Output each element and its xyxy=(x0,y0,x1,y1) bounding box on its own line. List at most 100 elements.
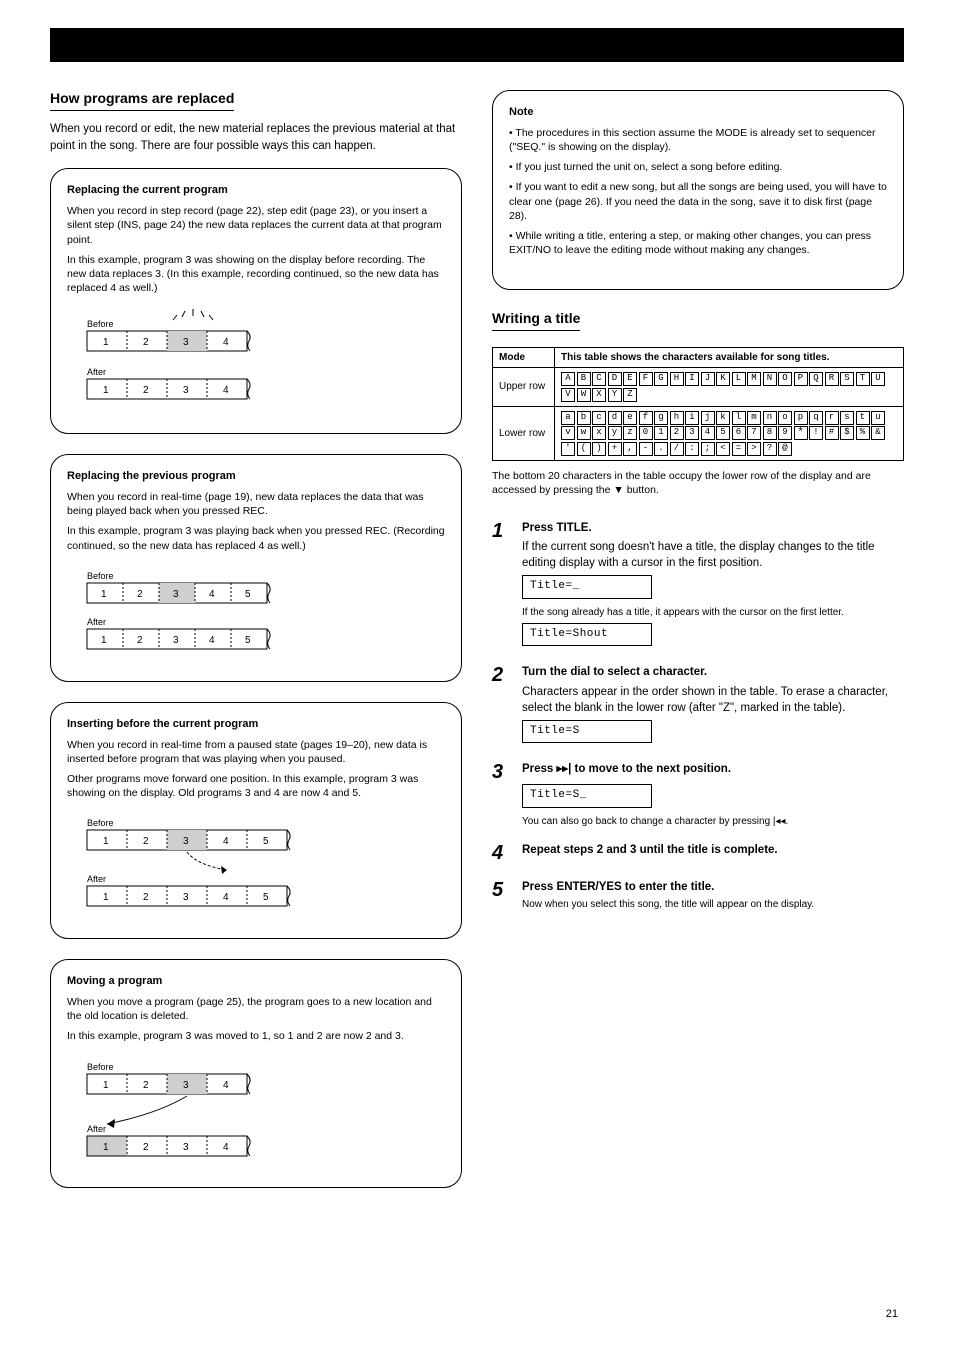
svg-text:1: 1 xyxy=(103,892,109,903)
char-box: 5 xyxy=(716,426,730,440)
char-box: Y xyxy=(608,388,622,402)
svg-text:1: 1 xyxy=(103,1142,109,1153)
program-strip-diagram: Before 12 34 5 After xyxy=(67,810,445,920)
lcd-display: Title=Shout xyxy=(522,623,652,646)
note-line: • If you want to edit a new song, but al… xyxy=(509,180,887,223)
program-strip-diagram: Before 1 2 3 4 After xyxy=(67,305,445,415)
svg-text:2: 2 xyxy=(143,892,149,903)
svg-text:4: 4 xyxy=(223,892,229,903)
step-body: Press TITLE. If the current song doesn't … xyxy=(522,520,904,651)
char-box: a xyxy=(561,411,575,425)
char-box: X xyxy=(592,388,606,402)
svg-text:1: 1 xyxy=(103,836,109,847)
panel-body: When you record in real-time (page 19), … xyxy=(67,490,445,518)
step-body: Turn the dial to select a character.Char… xyxy=(522,664,904,747)
svg-text:3: 3 xyxy=(183,337,189,348)
char-box: I xyxy=(685,372,699,386)
char-box: p xyxy=(794,411,808,425)
steps-list: 1Press TITLE.If the current song doesn't… xyxy=(492,520,904,912)
char-box: 9 xyxy=(778,426,792,440)
svg-text:3: 3 xyxy=(173,635,179,646)
char-box: ; xyxy=(701,442,715,456)
char-box: t xyxy=(856,411,870,425)
program-strip-diagram: Before 12 34 5 After xyxy=(67,563,445,663)
left-column: How programs are replaced When you recor… xyxy=(50,90,462,1208)
char-box: 7 xyxy=(747,426,761,440)
step-text: If the current song doesn't have a title… xyxy=(522,539,904,571)
char-box: w xyxy=(577,426,591,440)
svg-text:3: 3 xyxy=(183,836,189,847)
svg-text:3: 3 xyxy=(183,1080,189,1091)
char-box: 6 xyxy=(732,426,746,440)
svg-text:4: 4 xyxy=(223,1080,229,1091)
svg-text:3: 3 xyxy=(183,1142,189,1153)
char-box: K xyxy=(716,372,730,386)
char-box: f xyxy=(639,411,653,425)
lcd-display: Title=S_ xyxy=(522,784,652,807)
svg-text:4: 4 xyxy=(209,635,215,646)
char-box: * xyxy=(794,426,808,440)
svg-text:After: After xyxy=(87,1124,106,1134)
svg-text:Before: Before xyxy=(87,1062,114,1072)
panel-body: When you move a program (page 25), the p… xyxy=(67,995,445,1023)
char-box: j xyxy=(701,411,715,425)
char-box: 1 xyxy=(654,426,668,440)
svg-text:4: 4 xyxy=(223,385,229,396)
char-box: 2 xyxy=(670,426,684,440)
panel-body: In this example, program 3 was playing b… xyxy=(67,524,445,552)
svg-text:2: 2 xyxy=(143,385,149,396)
char-box: M xyxy=(747,372,761,386)
panel-insert-before: Inserting before the current program Whe… xyxy=(50,702,462,940)
char-box: x xyxy=(592,426,606,440)
note-title: Note xyxy=(509,105,887,120)
lcd-display: Title=S xyxy=(522,720,652,743)
char-box: > xyxy=(747,442,761,456)
note-panel: Note • The procedures in this section as… xyxy=(492,90,904,290)
char-box: i xyxy=(685,411,699,425)
char-box: ? xyxy=(763,442,777,456)
lcd-display: Title=_ xyxy=(522,575,652,598)
char-box: @ xyxy=(778,442,792,456)
right-column: Note • The procedures in this section as… xyxy=(492,90,904,1208)
char-box: k xyxy=(716,411,730,425)
step-text: Characters appear in the order shown in … xyxy=(522,684,904,716)
svg-text:3: 3 xyxy=(173,589,179,600)
char-box: b xyxy=(577,411,591,425)
char-box: U xyxy=(871,372,885,386)
char-box: ! xyxy=(809,426,823,440)
svg-text:2: 2 xyxy=(143,1142,149,1153)
char-box: ) xyxy=(592,442,606,456)
char-box: o xyxy=(778,411,792,425)
char-box: - xyxy=(639,442,653,456)
char-box: N xyxy=(763,372,777,386)
svg-text:1: 1 xyxy=(103,1080,109,1091)
program-strip-diagram: Before 1 2 3 4 After xyxy=(67,1054,445,1169)
step-number: 3 xyxy=(492,761,512,828)
svg-text:After: After xyxy=(87,617,106,627)
step-subtext: If the song already has a title, it appe… xyxy=(522,606,904,620)
char-box: T xyxy=(856,372,870,386)
svg-text:3: 3 xyxy=(183,385,189,396)
char-box: & xyxy=(871,426,885,440)
svg-text:2: 2 xyxy=(143,1080,149,1091)
panel-body: Other programs move forward one position… xyxy=(67,772,445,800)
svg-text:2: 2 xyxy=(137,635,143,646)
char-box: s xyxy=(840,411,854,425)
table-footnote: The bottom 20 characters in the table oc… xyxy=(492,469,904,498)
step-title: Press TITLE. xyxy=(522,520,904,536)
step-number: 2 xyxy=(492,664,512,747)
table-row-label: Lower row xyxy=(493,406,555,460)
svg-text:2: 2 xyxy=(137,589,143,600)
table-row-chars: ABCDEFGHIJKLMNOPQRSTUVWXYZ xyxy=(555,368,904,407)
step-number: 5 xyxy=(492,879,512,912)
char-box: O xyxy=(778,372,792,386)
step-title: Repeat steps 2 and 3 until the title is … xyxy=(522,842,904,858)
char-box: A xyxy=(561,372,575,386)
left-section-title: How programs are replaced xyxy=(50,90,234,111)
char-box: y xyxy=(608,426,622,440)
char-box: D xyxy=(608,372,622,386)
char-box: P xyxy=(794,372,808,386)
svg-text:Before: Before xyxy=(87,319,114,329)
char-box: u xyxy=(871,411,885,425)
header-bar xyxy=(50,28,904,62)
